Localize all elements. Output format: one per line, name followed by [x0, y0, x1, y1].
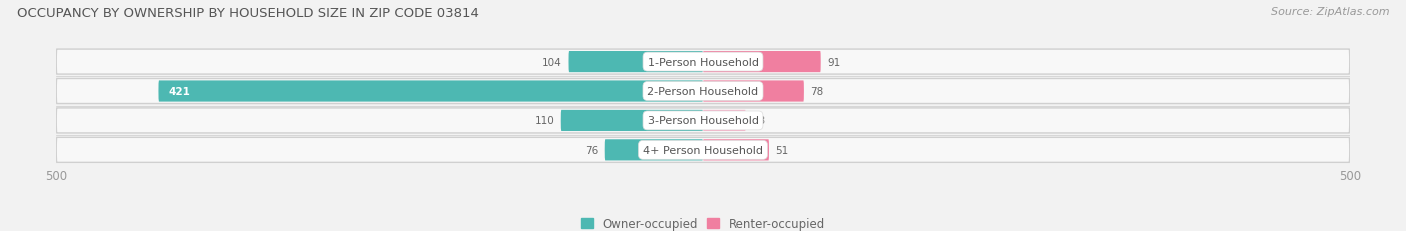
FancyBboxPatch shape: [605, 140, 703, 161]
Text: 3-Person Household: 3-Person Household: [648, 116, 758, 126]
Text: 4+ Person Household: 4+ Person Household: [643, 145, 763, 155]
FancyBboxPatch shape: [56, 109, 1350, 133]
FancyBboxPatch shape: [703, 140, 769, 161]
FancyBboxPatch shape: [703, 52, 821, 73]
Text: 51: 51: [776, 145, 789, 155]
FancyBboxPatch shape: [568, 52, 703, 73]
Text: 78: 78: [810, 87, 824, 97]
Text: 104: 104: [543, 57, 562, 67]
Text: 1-Person Household: 1-Person Household: [648, 57, 758, 67]
FancyBboxPatch shape: [561, 110, 703, 131]
FancyBboxPatch shape: [56, 138, 1350, 163]
Text: Source: ZipAtlas.com: Source: ZipAtlas.com: [1271, 7, 1389, 17]
FancyBboxPatch shape: [703, 81, 804, 102]
FancyBboxPatch shape: [56, 50, 1350, 75]
Text: 110: 110: [534, 116, 554, 126]
Text: 2-Person Household: 2-Person Household: [647, 87, 759, 97]
Text: 33: 33: [752, 116, 765, 126]
Text: 421: 421: [169, 87, 191, 97]
Text: OCCUPANCY BY OWNERSHIP BY HOUSEHOLD SIZE IN ZIP CODE 03814: OCCUPANCY BY OWNERSHIP BY HOUSEHOLD SIZE…: [17, 7, 479, 20]
FancyBboxPatch shape: [703, 110, 745, 131]
FancyBboxPatch shape: [56, 79, 1350, 104]
Legend: Owner-occupied, Renter-occupied: Owner-occupied, Renter-occupied: [581, 217, 825, 230]
Text: 91: 91: [827, 57, 841, 67]
Text: 76: 76: [585, 145, 598, 155]
FancyBboxPatch shape: [159, 81, 703, 102]
